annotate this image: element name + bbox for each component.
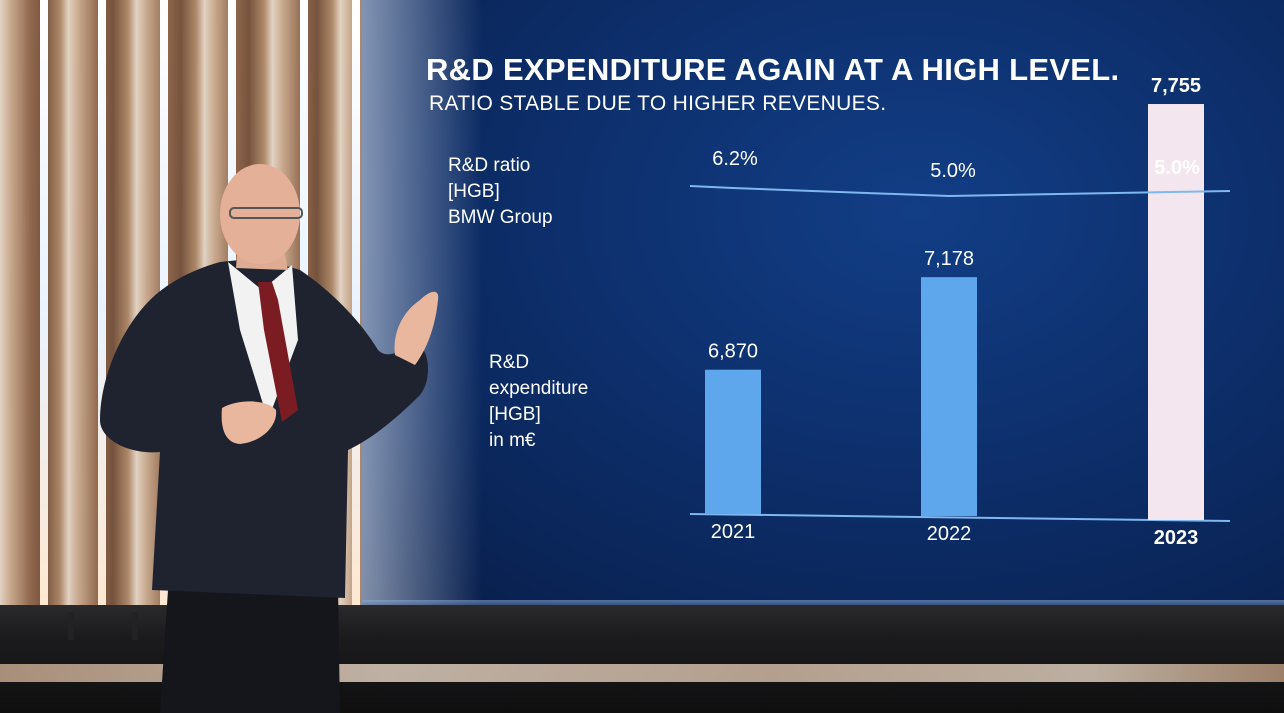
pillar-light [352,0,360,615]
ratio-label-line: R&D ratio [448,155,531,176]
expenditure-row-label: R&D expenditure [HGB] in m€ [489,350,588,454]
presenter-hand-left [221,401,277,444]
pillar-light [40,0,48,615]
slide-subtitle: RATIO STABLE DUE TO HIGHER REVENUES. [429,92,887,115]
x-tick-label: 2023 [1154,527,1199,549]
bar-value-label: 7,755 [1151,75,1201,97]
expenditure-label-line: [HGB] [489,404,541,425]
slide-title: R&D EXPENDITURE AGAIN AT A HIGH LEVEL. [426,52,1120,87]
ratio-value-label: 5.0% [1154,157,1200,179]
ratio-line [689,185,1231,198]
x-tick-label: 2021 [711,521,756,543]
presenter-glasses [229,207,303,219]
ratio-row-label: R&D ratio [HGB] BMW Group [448,153,553,231]
x-tick-label: 2022 [927,523,972,545]
x-axis-baseline [689,513,1231,522]
bar-2023 [1148,104,1204,520]
presenter-hand-right [394,291,439,365]
presenter-legs [160,590,340,713]
ratio-value-label: 6.2% [712,148,758,170]
bar-2022 [921,277,977,516]
bar-2021 [705,369,761,514]
presenter-tie [258,282,298,422]
presentation-screen [362,0,1284,605]
expenditure-label-line: expenditure [489,378,589,399]
bar-value-label: 7,178 [924,248,974,270]
ratio-label-line: [HGB] [448,181,500,202]
bar-value-label: 6,870 [708,341,758,363]
stage-light-post [68,612,138,640]
pillar-light [98,0,106,615]
presenter-head [220,164,300,264]
ratio-label-line: BMW Group [448,207,553,228]
ratio-value-label: 5.0% [930,160,976,182]
expenditure-label-line: in m€ [489,430,536,451]
expenditure-label-line: R&D [489,352,530,373]
